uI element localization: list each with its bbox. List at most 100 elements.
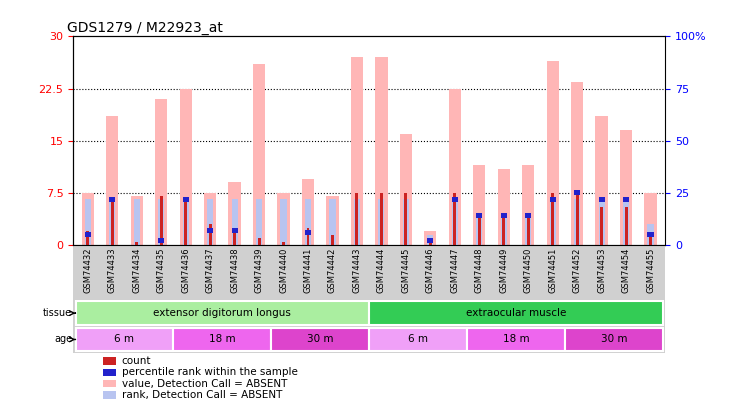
Bar [429,241,432,245]
Bar [453,193,456,245]
Bar [75,328,173,351]
Text: tissue: tissue [43,308,72,318]
Bar [404,193,407,245]
Bar [478,214,481,245]
Bar [498,168,510,245]
Text: GSM74445: GSM74445 [401,248,410,293]
Text: 18 m: 18 m [503,335,529,345]
Bar [102,380,115,388]
Text: GSM74437: GSM74437 [205,248,215,293]
Text: GSM74438: GSM74438 [230,248,239,293]
Bar [574,190,580,195]
Bar [623,197,629,202]
Bar [527,217,530,245]
Bar [575,193,579,245]
Text: GSM74444: GSM74444 [377,248,386,293]
Bar [427,239,433,243]
Text: GSM74433: GSM74433 [107,248,117,293]
Text: 30 m: 30 m [307,335,333,345]
Bar [111,200,114,245]
Bar [369,328,467,351]
Bar [369,301,663,325]
Text: extraocular muscle: extraocular muscle [466,308,566,318]
Bar [158,239,164,243]
Text: GSM74450: GSM74450 [523,248,533,293]
Text: GSM74448: GSM74448 [474,248,484,293]
Bar [102,391,115,399]
Bar [109,199,115,245]
Bar [207,199,213,245]
Bar [452,199,458,245]
Bar [355,193,358,245]
Bar [522,165,534,245]
Text: 6 m: 6 m [115,335,135,345]
Text: GSM74432: GSM74432 [83,248,92,293]
Bar [375,58,387,245]
Text: rank, Detection Call = ABSENT: rank, Detection Call = ABSENT [121,390,282,400]
Text: GSM74441: GSM74441 [303,248,312,293]
Text: GSM74446: GSM74446 [426,248,435,293]
Bar [207,228,213,233]
Bar [330,199,336,245]
Bar [253,64,265,245]
Text: 18 m: 18 m [209,335,235,345]
Bar [551,193,554,245]
Bar [302,179,314,245]
Bar [649,234,652,245]
Bar [183,199,189,245]
Bar [476,214,482,245]
Bar [648,224,654,245]
Bar [180,89,192,245]
Bar [75,301,369,325]
Bar [502,217,505,245]
Bar [449,89,461,245]
Bar [282,241,285,245]
Bar [85,199,91,245]
Bar [86,231,89,245]
Bar [257,238,260,245]
Bar [256,199,262,245]
Bar [109,197,115,202]
Bar [102,369,115,376]
Bar [571,82,583,245]
Text: GSM74453: GSM74453 [597,248,606,293]
Bar [565,328,663,351]
Bar [102,358,115,365]
Bar [354,199,360,245]
Text: GSM74454: GSM74454 [621,248,631,293]
Bar [648,232,654,237]
Bar [624,207,627,245]
Bar [403,199,409,245]
Bar [233,231,236,245]
Bar [271,328,369,351]
Text: GSM74442: GSM74442 [328,248,337,293]
Text: GSM74434: GSM74434 [132,248,141,293]
Text: 6 m: 6 m [408,335,428,345]
Bar [306,228,309,245]
Bar [277,193,289,245]
Text: GSM74443: GSM74443 [352,248,361,293]
Bar [331,234,334,245]
Text: GSM74436: GSM74436 [181,248,190,293]
Bar [400,134,412,245]
Bar [574,199,580,245]
Bar [158,199,164,245]
Bar [305,199,311,245]
Bar [380,193,383,245]
Bar [501,216,507,245]
Text: GSM74455: GSM74455 [646,248,655,293]
Text: GSM74439: GSM74439 [254,248,264,293]
Bar [550,197,556,202]
Text: percentile rank within the sample: percentile rank within the sample [121,367,298,377]
Bar [281,199,287,245]
Bar [525,213,531,218]
Bar [326,196,338,245]
Bar [427,234,433,245]
Bar [135,241,138,245]
Text: GSM74449: GSM74449 [499,248,508,293]
Bar [155,99,167,245]
Bar [305,230,311,235]
Text: extensor digitorum longus: extensor digitorum longus [154,308,291,318]
Bar [547,61,558,245]
Bar [379,199,385,245]
